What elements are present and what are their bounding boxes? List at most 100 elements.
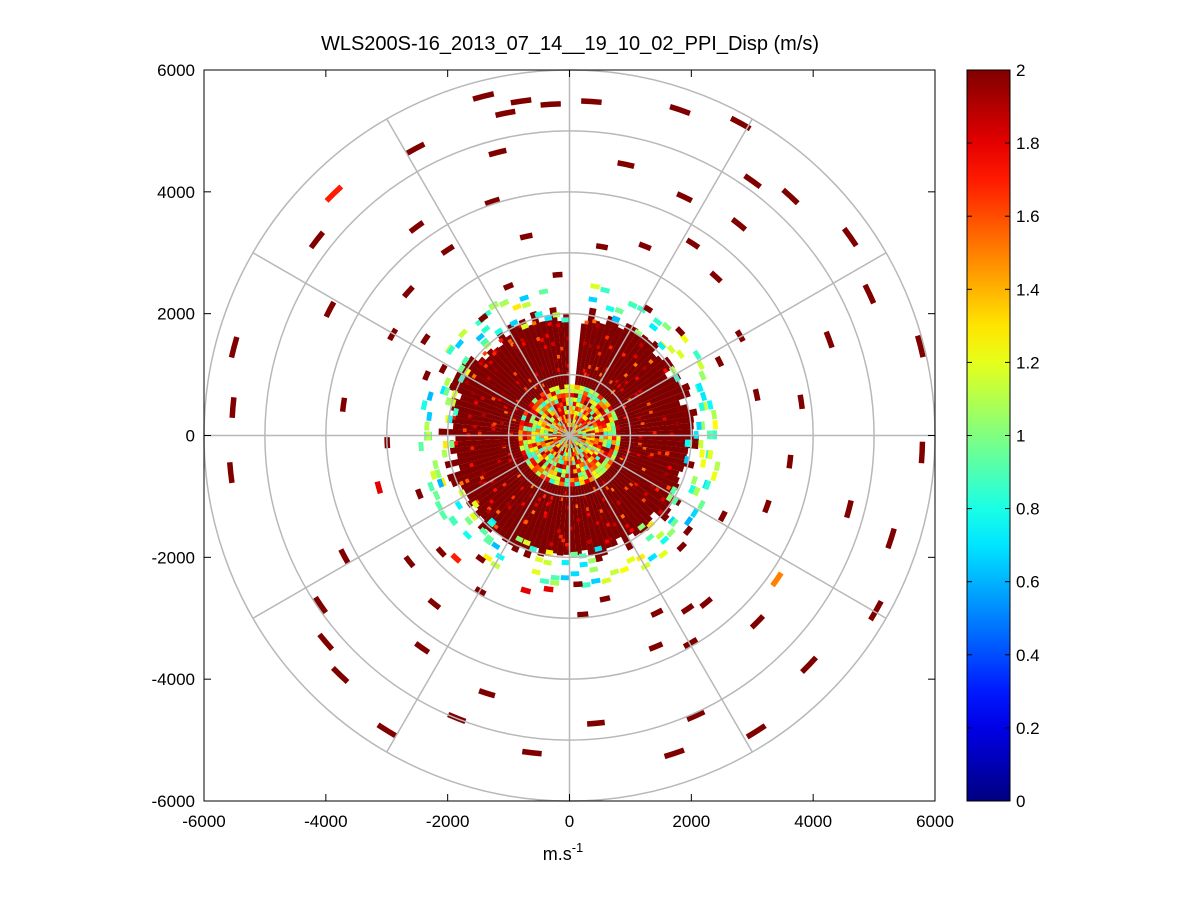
sparse-cell [228, 336, 240, 359]
inner-core-cell [561, 433, 566, 436]
inner-core-cell [573, 393, 579, 398]
inner-core-cell [552, 461, 558, 467]
inner-core-cell [577, 458, 582, 464]
inner-core-cell [557, 458, 562, 464]
sparse-cell [472, 91, 495, 102]
inner-core-cell [544, 427, 550, 432]
inner-core-cell [576, 467, 582, 474]
inner-core-cell [561, 455, 566, 461]
colorbar-ticks: 2 1.8 1.6 1.4 1.2 1 0.8 0.6 0.4 0.2 0 [967, 61, 1040, 811]
edge-band-cell [696, 382, 704, 393]
sparse-cell [914, 334, 926, 358]
sparse-cell [669, 104, 691, 116]
inner-core-cell [550, 474, 557, 481]
edge-band-cell [669, 485, 678, 495]
inner-core-cell [550, 416, 556, 422]
speckle-cell [510, 495, 516, 500]
inner-core-cell [532, 445, 539, 452]
inner-core-cell [591, 453, 598, 459]
inner-core-cell [566, 460, 570, 466]
sparse-cell [797, 394, 805, 410]
speckle-cell [510, 431, 514, 434]
speckle-cell [489, 499, 495, 505]
inner-core-cell [569, 405, 573, 411]
inner-core-cell [557, 467, 563, 474]
inner-core-cell [575, 425, 580, 430]
inner-core-cell [527, 422, 534, 428]
speckle-cell [507, 458, 513, 463]
sparse-cell [586, 719, 606, 727]
inner-core-cell [604, 401, 611, 409]
inner-core-cell [584, 454, 590, 460]
inner-core-cell [551, 456, 557, 462]
edge-band-cell [579, 561, 588, 568]
y-axis: 6000 4000 2000 0 -2000 -4000 -6000 [152, 61, 935, 811]
inner-core-cell [576, 411, 580, 417]
speckle-cell [582, 341, 587, 346]
edge-band-cell [581, 582, 591, 588]
edge-band-cell [471, 500, 480, 509]
inner-core-cell [573, 435, 578, 438]
inner-core-cell [583, 449, 589, 455]
inner-core-cell [590, 437, 595, 441]
inner-core-cell [569, 388, 575, 394]
speckle-cell [667, 465, 673, 470]
inner-core-cell [565, 448, 569, 453]
inner-core-cell [616, 435, 621, 442]
speckle-cell [616, 383, 622, 389]
edge-band-cell [658, 549, 669, 560]
speckle-cell [624, 523, 630, 529]
inner-core-cell [562, 401, 567, 407]
edge-band-cell [427, 481, 435, 492]
inner-core-cell [606, 422, 612, 428]
inner-core-cell [564, 410, 568, 415]
edge-band-cell [454, 339, 465, 349]
speckle-cell [492, 487, 498, 493]
speckle-cell [612, 522, 617, 527]
inner-core-cell [542, 420, 548, 426]
speckle-cell [543, 514, 548, 519]
speckle-cell [652, 431, 657, 435]
inner-core-cell [569, 465, 574, 470]
inner-core-cell [558, 421, 563, 426]
inner-core-cell [569, 401, 574, 406]
inner-core-cell [543, 404, 550, 411]
speckle-cell [560, 346, 564, 351]
inner-core-cell [582, 431, 587, 435]
inner-core-cell [578, 412, 583, 418]
x-axis-label-superscript: -1 [572, 840, 584, 855]
sparse-cell [420, 333, 431, 346]
inner-core-cell [563, 405, 567, 411]
inner-core-cell [559, 441, 564, 446]
edge-band-cell [491, 541, 501, 551]
inner-core-cell [569, 477, 575, 483]
inner-core-cell [579, 424, 584, 429]
edge-band-cell [707, 450, 714, 460]
inner-core-cell [561, 468, 566, 474]
inner-core-cell [555, 442, 560, 447]
inner-core-cell [575, 463, 581, 469]
edge-band-cell [432, 490, 441, 501]
inner-core-cell [555, 448, 560, 453]
edge-band-cell [461, 355, 470, 366]
inner-core-cell [573, 436, 578, 439]
edge-band-cell [462, 530, 473, 540]
inner-core-cell [562, 419, 566, 424]
colorbar-tick-label: 1.4 [1016, 280, 1040, 299]
speckle-cell [587, 364, 592, 370]
speckle-cell [558, 534, 563, 539]
speckle-cell [633, 482, 639, 487]
edge-band-cell [637, 522, 646, 531]
sparse-cell [229, 396, 237, 418]
inner-core-cell [614, 445, 620, 452]
edge-band-cell [652, 317, 663, 327]
edge-band-cell [439, 385, 448, 395]
sparse-cell [800, 655, 819, 675]
speckle-cell [557, 367, 560, 372]
inner-core-cell [592, 423, 598, 428]
colorbar-tick-label: 0.4 [1016, 646, 1040, 665]
inner-core-cell [531, 466, 539, 474]
inner-core-cell [520, 414, 527, 422]
y-tick-label: 6000 [157, 61, 195, 80]
speckle-cell [575, 504, 579, 509]
